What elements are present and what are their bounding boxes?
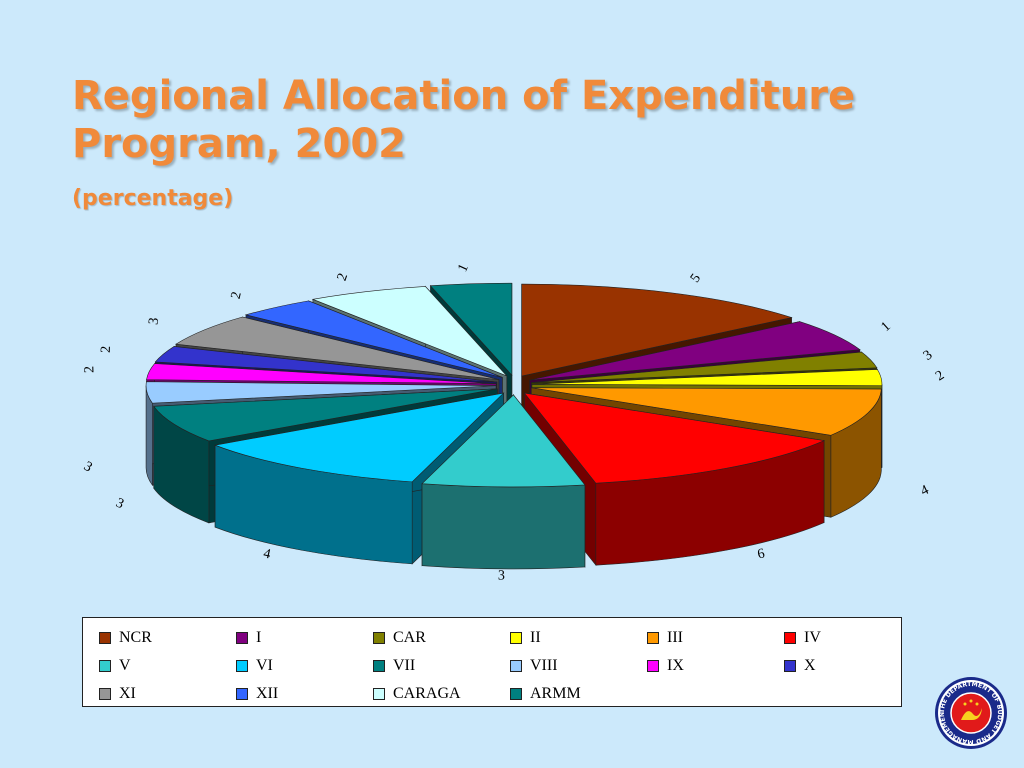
- legend-item: NCR: [99, 624, 236, 652]
- pie-slice-xi: [175, 316, 499, 380]
- pie-slice-ncr: [521, 283, 793, 377]
- data-label: 4: [918, 483, 931, 500]
- data-label: 3: [921, 348, 936, 364]
- legend-label: XI: [119, 685, 136, 702]
- data-label: 3: [498, 568, 505, 583]
- legend-item: X: [784, 652, 921, 680]
- pie-slice-armm: [429, 282, 513, 376]
- legend-label: CAR: [393, 629, 426, 646]
- legend-item: VI: [236, 652, 373, 680]
- data-label: 3: [114, 496, 126, 513]
- legend-item: III: [647, 624, 784, 652]
- legend-item: XII: [236, 680, 373, 708]
- legend-label: IX: [667, 657, 684, 674]
- legend-label: CARAGA: [393, 685, 461, 702]
- legend-swatch: [99, 632, 111, 644]
- legend-label: III: [667, 629, 683, 646]
- page-subtitle: (percentage): [72, 186, 234, 211]
- data-label: 2: [933, 368, 947, 384]
- chart-legend: NCR I CAR II III IV V VI VII VIII IX X XI XII CARAGA AR…: [82, 617, 902, 707]
- pie-slice-ix: [146, 363, 497, 384]
- pie-slice-vi: [213, 392, 505, 483]
- pie-slice-v: [421, 394, 586, 488]
- legend-item: II: [510, 624, 647, 652]
- legend-swatch: [99, 660, 111, 672]
- data-label: 2: [229, 290, 245, 300]
- legend-label: XII: [256, 685, 279, 702]
- legend-label: I: [256, 629, 262, 646]
- legend-item: ARMM: [510, 680, 647, 708]
- legend-swatch: [784, 632, 796, 644]
- legend-item: CAR: [373, 624, 510, 652]
- data-label: 6: [756, 546, 766, 562]
- pie-slice-xii: [244, 300, 503, 378]
- legend-swatch: [647, 632, 659, 644]
- pie-slice-iii: [531, 387, 882, 436]
- pie-slice-i: [529, 321, 861, 381]
- legend-swatch: [236, 632, 248, 644]
- legend-item: VII: [373, 652, 510, 680]
- legend-swatch: [373, 632, 385, 644]
- legend-label: VII: [393, 657, 416, 674]
- legend-label: VI: [256, 657, 273, 674]
- pie-slice-vii: [153, 388, 498, 442]
- dbm-seal-logo: THE DEPARTMENT OF BUDGET AND MANAGEMENT …: [934, 676, 1007, 749]
- legend-label: II: [530, 629, 541, 646]
- legend-swatch: [373, 688, 385, 700]
- legend-swatch: [510, 660, 522, 672]
- legend-item: V: [99, 652, 236, 680]
- legend-swatch: [510, 688, 522, 700]
- legend-item: CARAGA: [373, 680, 510, 708]
- data-label: 1: [879, 319, 894, 335]
- legend-swatch: [647, 660, 659, 672]
- legend-label: ARMM: [530, 685, 581, 702]
- pie-slice-x: [154, 346, 497, 383]
- legend-swatch: [510, 632, 522, 644]
- data-label: 2: [82, 366, 97, 373]
- legend-swatch: [236, 688, 248, 700]
- pie-slice-viii: [145, 381, 497, 404]
- pie-tops: [145, 282, 883, 488]
- legend-item: XI: [99, 680, 236, 708]
- page-title: Regional Allocation of Expenditure Progr…: [72, 73, 856, 167]
- pie-slice-caraga: [311, 286, 508, 377]
- data-label: 3: [81, 459, 95, 475]
- legend-label: IV: [804, 629, 821, 646]
- data-label: 2: [99, 346, 114, 353]
- data-label: 2: [335, 271, 351, 282]
- data-label: 3: [147, 317, 163, 326]
- legend-item: IV: [784, 624, 921, 652]
- pie-slice-wall: [421, 483, 586, 570]
- data-label: 5: [688, 271, 704, 285]
- legend-label: X: [804, 657, 816, 674]
- legend-swatch: [784, 660, 796, 672]
- pie-slice-ii: [531, 369, 883, 386]
- legend-item: IX: [647, 652, 784, 680]
- legend-label: VIII: [530, 657, 558, 674]
- legend-item: VIII: [510, 652, 647, 680]
- legend-swatch: [373, 660, 385, 672]
- pie-chart: 5 1 3 2 4 6 3 4 3 3 2 2 3 2 2 1: [81, 262, 947, 584]
- legend-label: NCR: [119, 629, 152, 646]
- legend-label: V: [119, 657, 131, 674]
- legend-swatch: [236, 660, 248, 672]
- data-label: 4: [262, 546, 272, 562]
- legend-swatch: [99, 688, 111, 700]
- legend-item: I: [236, 624, 373, 652]
- data-label: 1: [455, 262, 472, 275]
- pie-slice-iv: [523, 392, 826, 484]
- pie-slice-car: [531, 351, 878, 383]
